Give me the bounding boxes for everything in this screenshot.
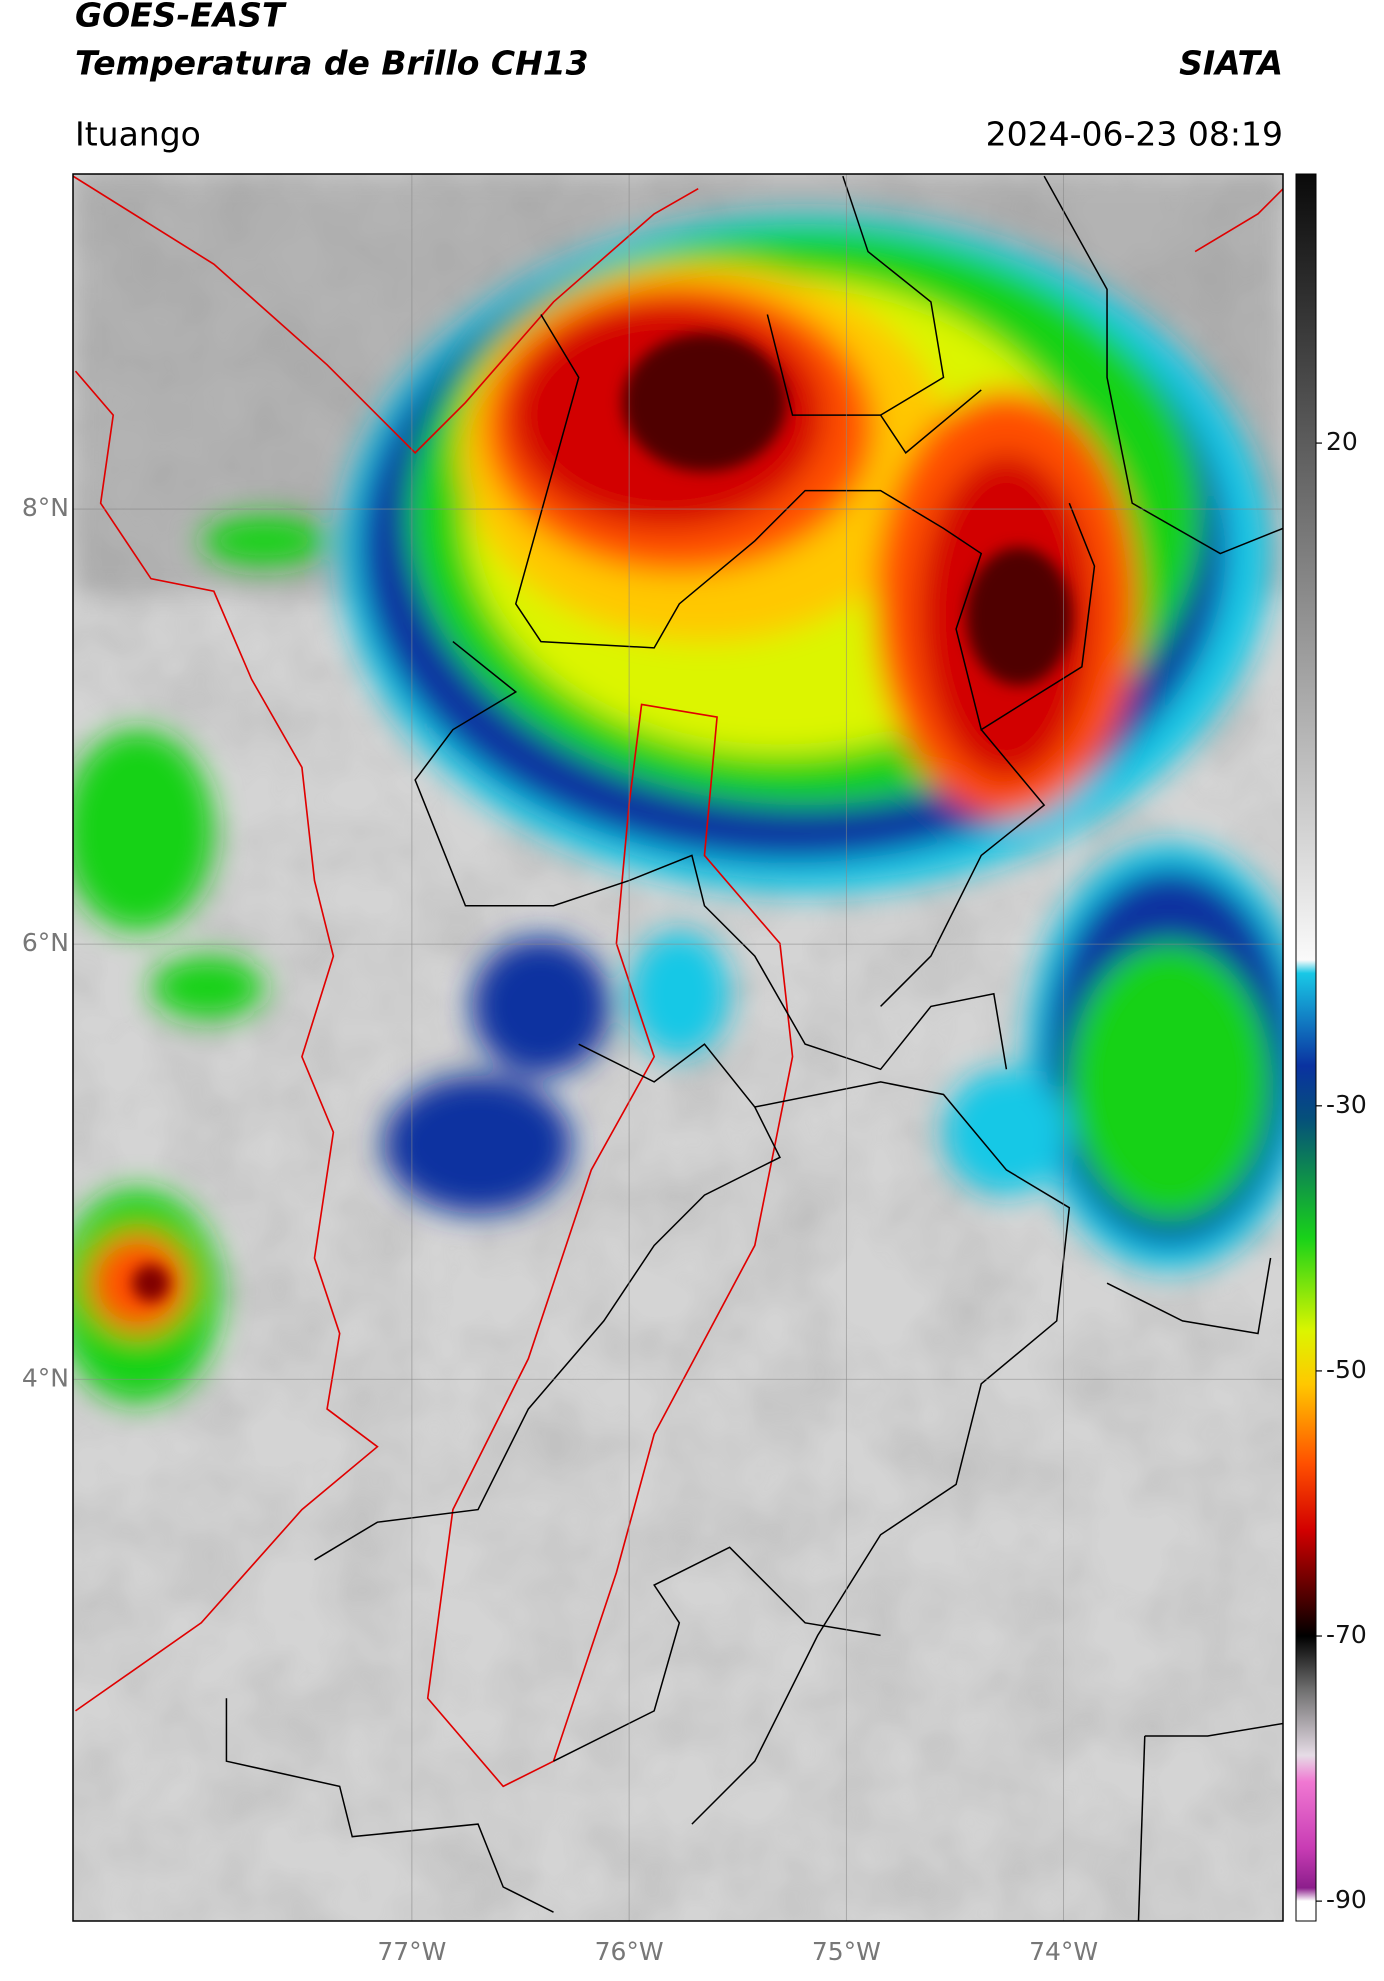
colorbar-tick-label: -30	[1326, 1090, 1367, 1119]
y-tick-label: 6°N	[22, 928, 69, 957]
map-frame	[72, 173, 1284, 1922]
title: GOES-EAST	[75, 0, 287, 35]
convective-systems	[73, 175, 1283, 1921]
x-tick-label: 77°W	[377, 1937, 446, 1966]
colorbar-tick-label: 20	[1326, 427, 1358, 456]
subtitle: Temperatura de Brillo CH13	[75, 44, 589, 83]
y-tick-label: 8°N	[22, 493, 69, 522]
map-image	[73, 174, 1283, 1921]
location: Ituango	[75, 115, 201, 154]
graticule	[73, 174, 1283, 1921]
colorbar-tick-label: -90	[1326, 1885, 1367, 1914]
x-tick-label: 74°W	[1029, 1937, 1098, 1966]
colorbar	[1295, 173, 1317, 1922]
x-tick-label: 75°W	[812, 1937, 881, 1966]
colorbar-tick-label: -50	[1326, 1355, 1367, 1384]
y-tick-label: 4°N	[22, 1363, 69, 1392]
colorbar-tick-label: -70	[1326, 1620, 1367, 1649]
datetime: 2024-06-23 08:19	[986, 115, 1283, 154]
source: SIATA	[1179, 44, 1283, 83]
x-tick-label: 76°W	[595, 1937, 664, 1966]
